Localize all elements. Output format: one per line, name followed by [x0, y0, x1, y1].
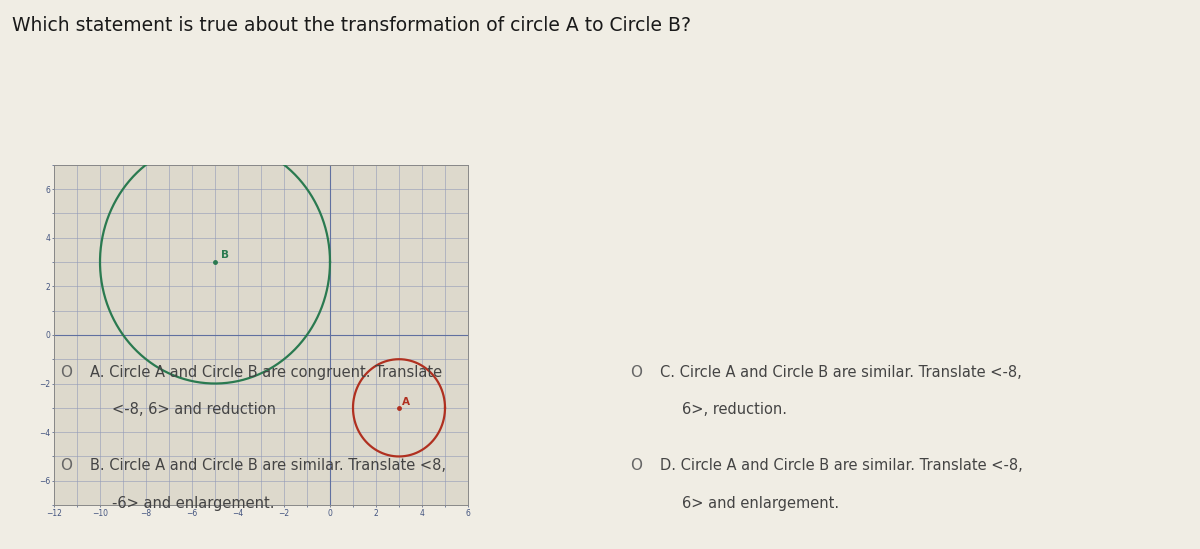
- Text: B. Circle A and Circle B are similar. Translate <8,: B. Circle A and Circle B are similar. Tr…: [90, 458, 446, 473]
- Text: 6>, reduction.: 6>, reduction.: [682, 402, 787, 417]
- Text: 6> and enlargement.: 6> and enlargement.: [682, 496, 839, 511]
- Text: -6> and enlargement.: -6> and enlargement.: [112, 496, 274, 511]
- Text: C. Circle A and Circle B are similar. Translate <-8,: C. Circle A and Circle B are similar. Tr…: [660, 365, 1021, 380]
- Text: A. Circle A and Circle B are congruent. Translate: A. Circle A and Circle B are congruent. …: [90, 365, 442, 380]
- Text: O: O: [60, 458, 72, 473]
- Text: D. Circle A and Circle B are similar. Translate <-8,: D. Circle A and Circle B are similar. Tr…: [660, 458, 1022, 473]
- Text: O: O: [630, 365, 642, 380]
- Text: O: O: [630, 458, 642, 473]
- Text: O: O: [60, 365, 72, 380]
- Text: <-8, 6> and reduction: <-8, 6> and reduction: [112, 402, 276, 417]
- Text: A: A: [402, 397, 410, 407]
- Text: Which statement is true about the transformation of circle A to Circle B?: Which statement is true about the transf…: [12, 16, 691, 36]
- Text: B: B: [221, 250, 229, 260]
